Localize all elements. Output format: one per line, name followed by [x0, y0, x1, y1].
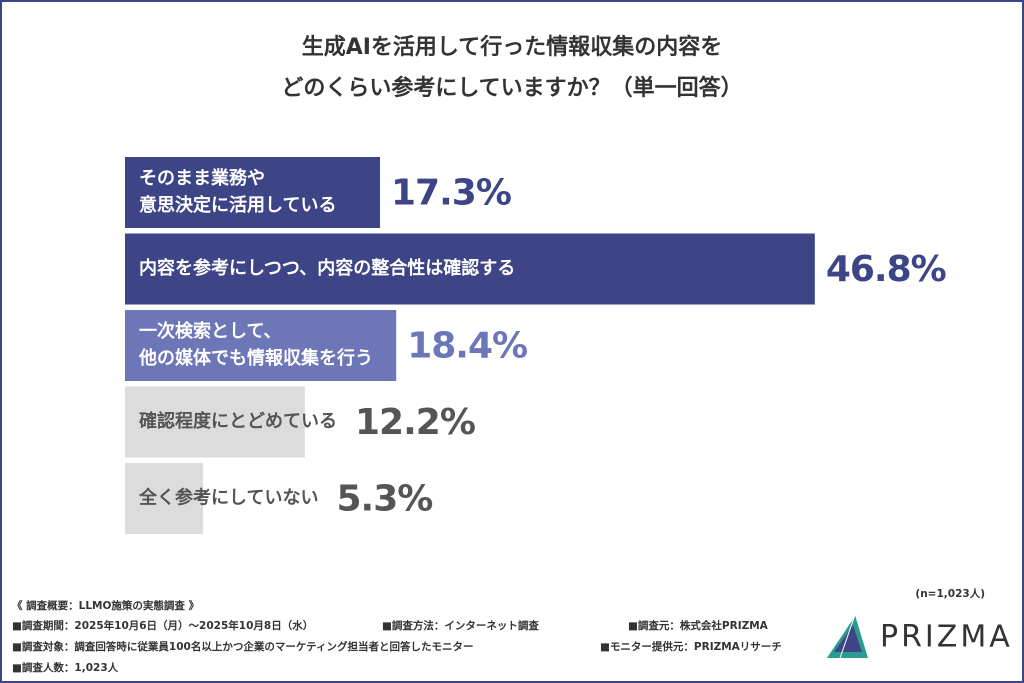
value-label: 17.3%: [391, 173, 511, 214]
survey-title: 《 調査概要：LLMO施策の実態調査 》: [12, 599, 199, 612]
bar: [125, 157, 381, 228]
bar-label: 一次検索として、: [139, 320, 282, 342]
survey-item: ■調査期間：2025年10月6日（月）～2025年10月8日（水）: [12, 619, 313, 632]
value-label: 46.8%: [826, 249, 946, 290]
survey-item: ■調査対象：調査回答時に従業員100名以上かつ企業のマーケティング担当者と回答し…: [12, 640, 474, 653]
value-label: 18.4%: [407, 326, 527, 367]
value-label: 12.2%: [355, 402, 475, 443]
bar-label: 確認程度にとどめている: [139, 410, 337, 432]
survey-item: ■調査人数：1,023人: [12, 661, 119, 674]
survey-item: ■調査元：株式会社PRIZMA: [628, 619, 769, 632]
chart-title: どのくらい参考にしていますか？（単一回答）: [281, 75, 742, 101]
bar: [125, 233, 815, 305]
logo-text: PRIZMA: [880, 620, 1013, 655]
bar: [125, 386, 305, 458]
bar-label: 他の媒体でも情報収集を行う: [138, 347, 373, 369]
bar-label: 内容を参考にしつつ、内容の整合性は確認する: [139, 257, 515, 279]
bar: [125, 463, 204, 534]
bar-label: 全く参考にしていない: [138, 487, 318, 509]
value-label: 5.3%: [336, 479, 432, 520]
bar-label: そのまま業務や: [139, 167, 265, 189]
bar: [125, 310, 397, 381]
logo-icon: [825, 614, 868, 659]
chart-title: 生成AIを活用して行った情報収集の内容を: [302, 34, 723, 60]
sample-size: (n=1,023人): [915, 587, 985, 600]
survey-item: ■モニター提供元：PRIZMAリサーチ: [600, 640, 782, 653]
survey-item: ■調査方法：インターネット調査: [382, 619, 539, 632]
bar-label: 意思決定に活用している: [139, 194, 336, 216]
